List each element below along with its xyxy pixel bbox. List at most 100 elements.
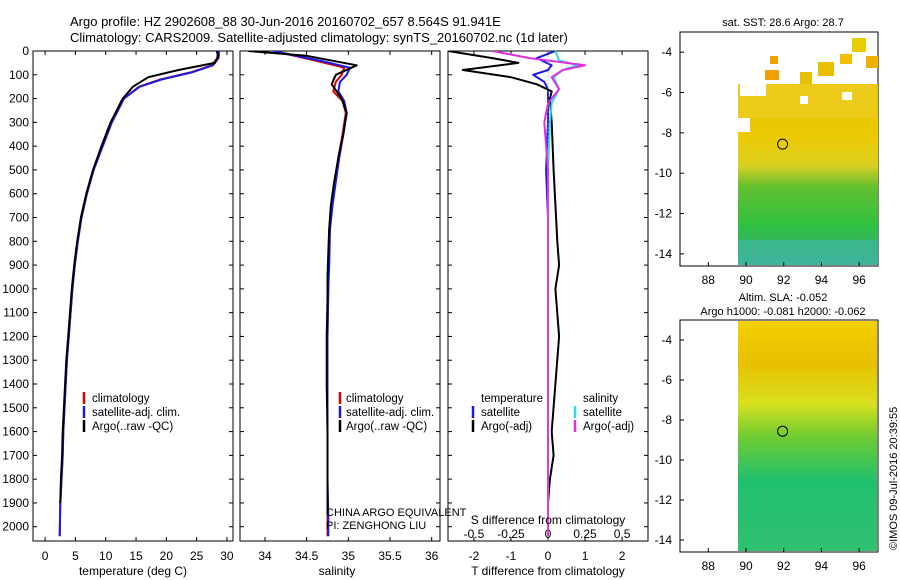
map-x-tick-label: 90 <box>739 273 753 287</box>
legend-label-satellite: satellite-adj. clim. <box>92 407 180 419</box>
map-x-tick-label: 96 <box>852 273 866 287</box>
temperature-lines <box>58 51 221 537</box>
sst-map-title: sat. SST: 28.6 Argo: 28.7 <box>722 17 844 29</box>
legend-label-climatology: climatology <box>92 393 150 405</box>
depth-tick-label: 1200 <box>2 329 29 343</box>
legend-label-argo: Argo(..raw -QC) <box>92 421 173 433</box>
sla-map-field <box>738 321 877 551</box>
sst-patch-1 <box>765 70 779 80</box>
temperature-legend: climatology satellite-adj. clim. Argo(..… <box>82 392 180 433</box>
figure-title-line1: Argo profile: HZ 2902608_88 30-Jun-2016 … <box>70 14 501 29</box>
map-y-tick-label: -4 <box>661 45 672 59</box>
difference-axis: -2 -1 0 1 2-0.5 -0.25 0 0.25 0.5 <box>448 50 648 563</box>
sst-field-band <box>750 118 878 134</box>
x-tick-label: 30 <box>220 549 234 563</box>
sla-argo-marker <box>777 425 789 437</box>
depth-tick-label: 300 <box>9 115 29 129</box>
depth-tick-label: 900 <box>9 258 29 272</box>
map-y-tick-label: -14 <box>655 247 673 261</box>
x-tick-label: 25 <box>190 549 204 563</box>
x-tick-label: 35 <box>342 549 356 563</box>
legend-label-s-argo: Argo(-adj) <box>583 421 634 433</box>
map-x-tick-label: 88 <box>702 273 716 287</box>
x-tick-label: 2 <box>619 549 626 563</box>
series-line-temperature-argo <box>448 51 561 503</box>
sst-field-south <box>738 240 878 265</box>
x-tick-label: 15 <box>129 549 143 563</box>
imos-timestamp: ©IMOS 09-Jul-2016 20:39:55 <box>888 407 900 550</box>
sst-map-axes: 88 90 92 94 96 -4 -6 -8 -10 -12 -14 <box>655 45 866 287</box>
sst-argo-marker <box>777 138 789 150</box>
x-tick-label: 1 <box>582 549 589 563</box>
x-tick-label: 34 <box>258 549 272 563</box>
map-y-tick-label: -12 <box>655 207 673 221</box>
sst-map-field <box>738 38 878 265</box>
s-diff-tick-label: 0.5 <box>614 527 631 541</box>
depth-tick-label: 100 <box>9 68 29 82</box>
x-tick-label: 0 <box>42 549 49 563</box>
temperature-panel <box>32 50 234 542</box>
map-y-tick-label: -12 <box>655 493 673 507</box>
map-x-tick-label: 92 <box>777 559 791 573</box>
map-x-tick-label: 94 <box>815 273 829 287</box>
depth-tick-label: 600 <box>9 187 29 201</box>
difference-top-xlabel: S difference from climatology <box>471 513 626 527</box>
s-diff-tick-label: -0.25 <box>497 527 525 541</box>
depth-tick-label: 0 <box>22 44 29 58</box>
sst-patch-3 <box>840 54 852 64</box>
map-x-tick-label: 90 <box>739 559 753 573</box>
map-x-tick-label: 94 <box>815 559 829 573</box>
sla-map-title: Altim. SLA: -0.052 <box>739 292 828 304</box>
legend-label-s-satellite: satellite <box>583 407 622 419</box>
legend-label-satellite: satellite-adj. clim. <box>346 407 434 419</box>
salinity-axis: 34 34.5 35 35.5 36 <box>240 50 440 563</box>
map-y-tick-label: -14 <box>655 533 673 547</box>
figure-title-line2: Climatology: CARS2009. Satellite-adjuste… <box>70 30 568 45</box>
legend-title-salinity: salinity <box>583 393 618 405</box>
depth-tick-label: 400 <box>9 139 29 153</box>
salinity-legend: climatology satellite-adj. clim. Argo(..… <box>338 392 434 433</box>
depth-tick-label: 2000 <box>2 520 29 534</box>
legend-label-t-satellite: satellite <box>481 407 520 419</box>
sst-patch-6 <box>818 62 834 76</box>
legend-label-argo: Argo(..raw -QC) <box>346 421 427 433</box>
salinity-xlabel: salinity <box>319 564 356 578</box>
sst-patch-4 <box>852 38 866 52</box>
depth-tick-label: 1800 <box>2 472 29 486</box>
temperature-axis: 0100200300400500600700800900100011001200… <box>2 44 234 563</box>
depth-tick-label: 1100 <box>3 306 29 320</box>
x-tick-label: 5 <box>72 549 79 563</box>
map-y-tick-label: -10 <box>655 453 673 467</box>
salinity-lines <box>248 51 358 537</box>
depth-tick-label: 200 <box>9 92 29 106</box>
depth-tick-label: 1300 <box>2 353 29 367</box>
depth-tick-label: 1400 <box>2 377 29 391</box>
series-line-argo <box>248 51 358 515</box>
difference-legend: temperature salinity satellite Argo(-adj… <box>471 393 634 433</box>
sst-patch-2 <box>800 72 812 84</box>
depth-tick-label: 500 <box>9 163 29 177</box>
map-x-tick-label: 96 <box>852 559 866 573</box>
sla-map-axes: 88 90 92 94 96 -4 -6 -8 -10 -12 -14 <box>655 333 866 573</box>
x-tick-label: 34.5 <box>295 549 319 563</box>
sst-hole-1 <box>800 96 808 104</box>
x-tick-label: 10 <box>99 549 113 563</box>
series-line-argo <box>59 51 220 503</box>
map-y-tick-label: -6 <box>661 373 672 387</box>
map-x-tick-label: 92 <box>777 273 791 287</box>
difference-lines <box>448 51 586 541</box>
x-tick-label: 36 <box>425 549 439 563</box>
legend-title-temperature: temperature <box>481 393 543 405</box>
legend-label-climatology: climatology <box>346 393 404 405</box>
map-y-tick-label: -8 <box>661 126 672 140</box>
x-tick-label: -2 <box>469 549 480 563</box>
x-tick-label: 35.5 <box>378 549 402 563</box>
x-tick-label: -1 <box>506 549 517 563</box>
depth-tick-label: 1900 <box>2 496 29 510</box>
map-y-tick-label: -10 <box>655 166 673 180</box>
sst-hole-2 <box>842 92 852 100</box>
salinity-panel <box>239 50 441 542</box>
legend-label-t-argo: Argo(-adj) <box>481 421 532 433</box>
depth-tick-label: 1600 <box>2 425 29 439</box>
